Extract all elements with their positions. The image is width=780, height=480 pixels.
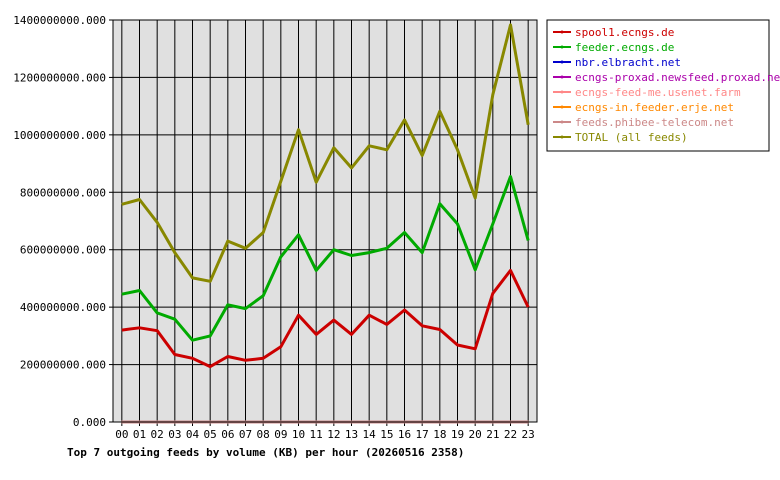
x-tick-label: 21 <box>486 428 499 441</box>
y-tick-label: 600000000.000 <box>20 244 106 257</box>
series-line <box>121 268 530 369</box>
chart-title: Top 7 outgoing feeds by volume (KB) per … <box>67 446 464 459</box>
x-tick-label: 20 <box>469 428 482 441</box>
x-tick-label: 04 <box>186 428 200 441</box>
legend-marker <box>560 45 564 49</box>
x-tick-label: 00 <box>115 428 128 441</box>
x-tick-label: 12 <box>327 428 340 441</box>
x-tick-label: 19 <box>451 428 464 441</box>
x-tick-label: 11 <box>310 428 323 441</box>
y-tick-label: 1400000000.000 <box>13 14 106 27</box>
x-tick-label: 08 <box>257 428 270 441</box>
legend-marker <box>560 90 564 94</box>
plot-area <box>113 20 537 422</box>
legend-marker <box>560 30 564 34</box>
y-tick-label: 1000000000.000 <box>13 129 106 142</box>
legend-marker <box>560 105 564 109</box>
legend-marker <box>560 60 564 64</box>
series-line <box>121 175 530 342</box>
legend-marker <box>560 120 564 124</box>
x-tick-label: 14 <box>363 428 377 441</box>
x-tick-label: 13 <box>345 428 358 441</box>
x-tick-label: 22 <box>504 428 517 441</box>
x-tick-label: 23 <box>522 428 535 441</box>
x-tick-label: 15 <box>380 428 393 441</box>
x-tick-label: 01 <box>133 428 146 441</box>
y-tick-label: 800000000.000 <box>20 186 106 199</box>
x-axis-ticks: 00 01 02 03 04 05 06 07 08 09 10 11 12 13 14 15 16 17 18 19… <box>115 422 535 441</box>
y-tick-label: 0.000 <box>73 416 106 429</box>
legend-label: ecngs-feed-me.usenet.farm <box>575 86 741 99</box>
x-tick-label: 09 <box>274 428 287 441</box>
y-tick-label: 200000000.000 <box>20 359 106 372</box>
legend-label: spool1.ecngs.de <box>575 26 674 39</box>
x-tick-label: 05 <box>204 428 217 441</box>
x-tick-label: 16 <box>398 428 411 441</box>
x-tick-label: 06 <box>221 428 234 441</box>
legend-label: nbr.elbracht.net <box>575 56 681 69</box>
series-line <box>121 23 530 283</box>
x-tick-label: 10 <box>292 428 305 441</box>
y-tick-label: 1200000000.000 <box>13 71 106 84</box>
x-tick-label: 07 <box>239 428 252 441</box>
x-tick-label: 18 <box>433 428 446 441</box>
x-tick-label: 17 <box>416 428 429 441</box>
plot-border <box>112 19 538 423</box>
legend-label: TOTAL (all feeds) <box>575 131 688 144</box>
x-tick-label: 03 <box>168 428 181 441</box>
legend-label: feeds.phibee-telecom.net <box>575 116 734 129</box>
legend-label: ecngs-proxad.newsfeed.proxad.net <box>575 71 780 84</box>
x-tick-label: 02 <box>151 428 164 441</box>
legend-label: ecngs-in.feeder.erje.net <box>575 101 734 114</box>
legend-label: feeder.ecngs.de <box>575 41 674 54</box>
legend: spool1.ecngs.de feeder.ecngs.de nbr.elbrac… <box>546 19 780 152</box>
y-tick-label: 400000000.000 <box>20 301 106 314</box>
y-axis-ticks: 0.000 200000000.000 400000000.000 600000000… <box>13 14 113 429</box>
legend-marker <box>560 135 564 139</box>
legend-box <box>546 19 770 152</box>
legend-marker <box>560 75 564 79</box>
